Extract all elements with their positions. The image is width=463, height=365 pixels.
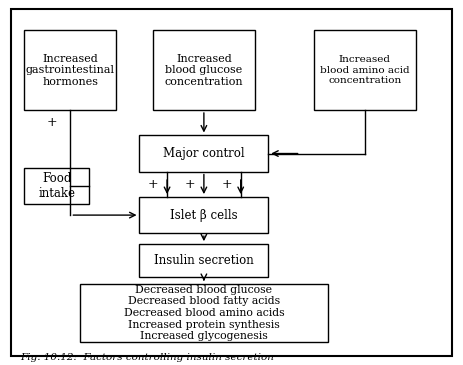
Text: Increased
blood glucose
concentration: Increased blood glucose concentration	[164, 54, 243, 87]
Text: Food
intake: Food intake	[38, 172, 75, 200]
Text: Major control: Major control	[163, 147, 245, 160]
Text: Increased
gastrointestinal
hormones: Increased gastrointestinal hormones	[26, 54, 115, 87]
FancyBboxPatch shape	[80, 284, 328, 342]
Text: +: +	[47, 116, 57, 129]
Text: Insulin secretion: Insulin secretion	[154, 254, 254, 267]
Text: Decreased blood glucose
Decreased blood fatty acids
Decreased blood amino acids
: Decreased blood glucose Decreased blood …	[124, 285, 284, 341]
Text: +: +	[185, 178, 195, 191]
FancyBboxPatch shape	[25, 168, 89, 204]
FancyBboxPatch shape	[314, 30, 416, 110]
FancyBboxPatch shape	[139, 244, 269, 277]
FancyBboxPatch shape	[11, 9, 452, 356]
Text: +: +	[222, 178, 232, 191]
Text: Increased
blood amino acid
concentration: Increased blood amino acid concentration	[320, 55, 410, 85]
FancyBboxPatch shape	[139, 197, 269, 233]
Text: Fig. 10.12:  Factors controlling insulin secretion: Fig. 10.12: Factors controlling insulin …	[20, 353, 274, 362]
FancyBboxPatch shape	[153, 30, 255, 110]
Text: Islet β cells: Islet β cells	[170, 209, 238, 222]
FancyBboxPatch shape	[25, 30, 116, 110]
FancyBboxPatch shape	[139, 135, 269, 172]
Text: +: +	[148, 178, 158, 191]
